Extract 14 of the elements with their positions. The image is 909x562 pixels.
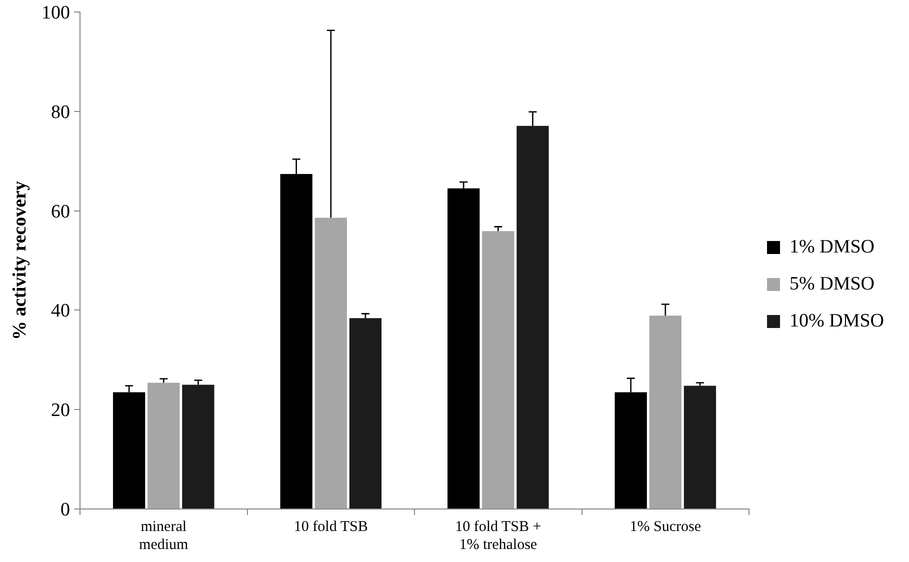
y-tick-label: 40 <box>51 300 70 322</box>
y-tick-label: 80 <box>51 102 70 123</box>
legend-label: 1% DMSO <box>790 236 875 258</box>
legend-label: 10% DMSO <box>790 310 884 332</box>
legend-label: 5% DMSO <box>790 273 875 294</box>
y-tick-label: 20 <box>51 400 70 422</box>
x-tick-label: 1% Sucrose <box>630 518 702 535</box>
y-tick-label: 0 <box>60 500 70 520</box>
y-tick-label: 60 <box>51 201 70 222</box>
x-tick-label: mineral medium <box>139 518 189 553</box>
x-tick-label: 10 fold TSB + 1% trehalose <box>455 518 542 553</box>
y-axis-title: % activity recovery <box>9 180 30 340</box>
x-tick-label: 10 fold TSB <box>294 518 368 535</box>
y-tick-label: 100 <box>42 2 70 24</box>
